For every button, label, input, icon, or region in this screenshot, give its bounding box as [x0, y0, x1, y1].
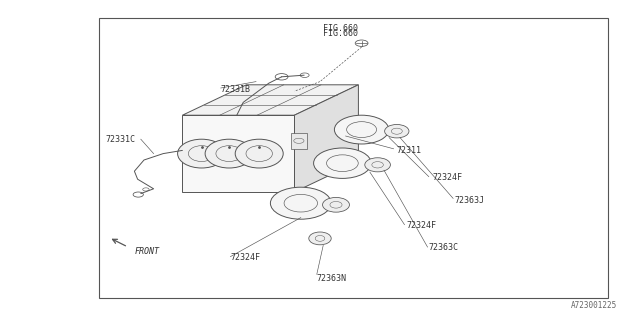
Ellipse shape: [309, 232, 332, 245]
Polygon shape: [182, 85, 358, 115]
Text: FIG.660: FIG.660: [323, 24, 358, 33]
Text: 72324F: 72324F: [406, 221, 436, 230]
Text: FRONT: FRONT: [134, 247, 159, 256]
Circle shape: [275, 74, 288, 80]
Polygon shape: [294, 85, 358, 192]
Text: A723001225: A723001225: [572, 301, 618, 310]
Text: 72331C: 72331C: [106, 135, 136, 144]
Ellipse shape: [178, 139, 226, 168]
Text: 72324F: 72324F: [230, 253, 260, 262]
Ellipse shape: [323, 197, 349, 212]
Bar: [291, 133, 307, 149]
Ellipse shape: [236, 139, 284, 168]
Bar: [99, 18, 608, 298]
Ellipse shape: [334, 115, 388, 144]
Circle shape: [133, 192, 143, 197]
Ellipse shape: [365, 158, 390, 172]
Text: FIG.660: FIG.660: [323, 29, 358, 38]
Circle shape: [355, 40, 368, 46]
Circle shape: [300, 73, 309, 77]
Text: 72331B: 72331B: [221, 85, 251, 94]
Text: 72363J: 72363J: [454, 196, 484, 204]
Polygon shape: [182, 115, 294, 192]
Ellipse shape: [205, 139, 253, 168]
Text: 72363C: 72363C: [429, 244, 459, 252]
Text: 72311: 72311: [397, 146, 422, 155]
Ellipse shape: [270, 187, 332, 219]
Ellipse shape: [314, 148, 371, 179]
Text: 72363N: 72363N: [317, 274, 347, 283]
Text: 72324F: 72324F: [432, 173, 462, 182]
Ellipse shape: [385, 124, 409, 138]
Circle shape: [143, 188, 149, 191]
